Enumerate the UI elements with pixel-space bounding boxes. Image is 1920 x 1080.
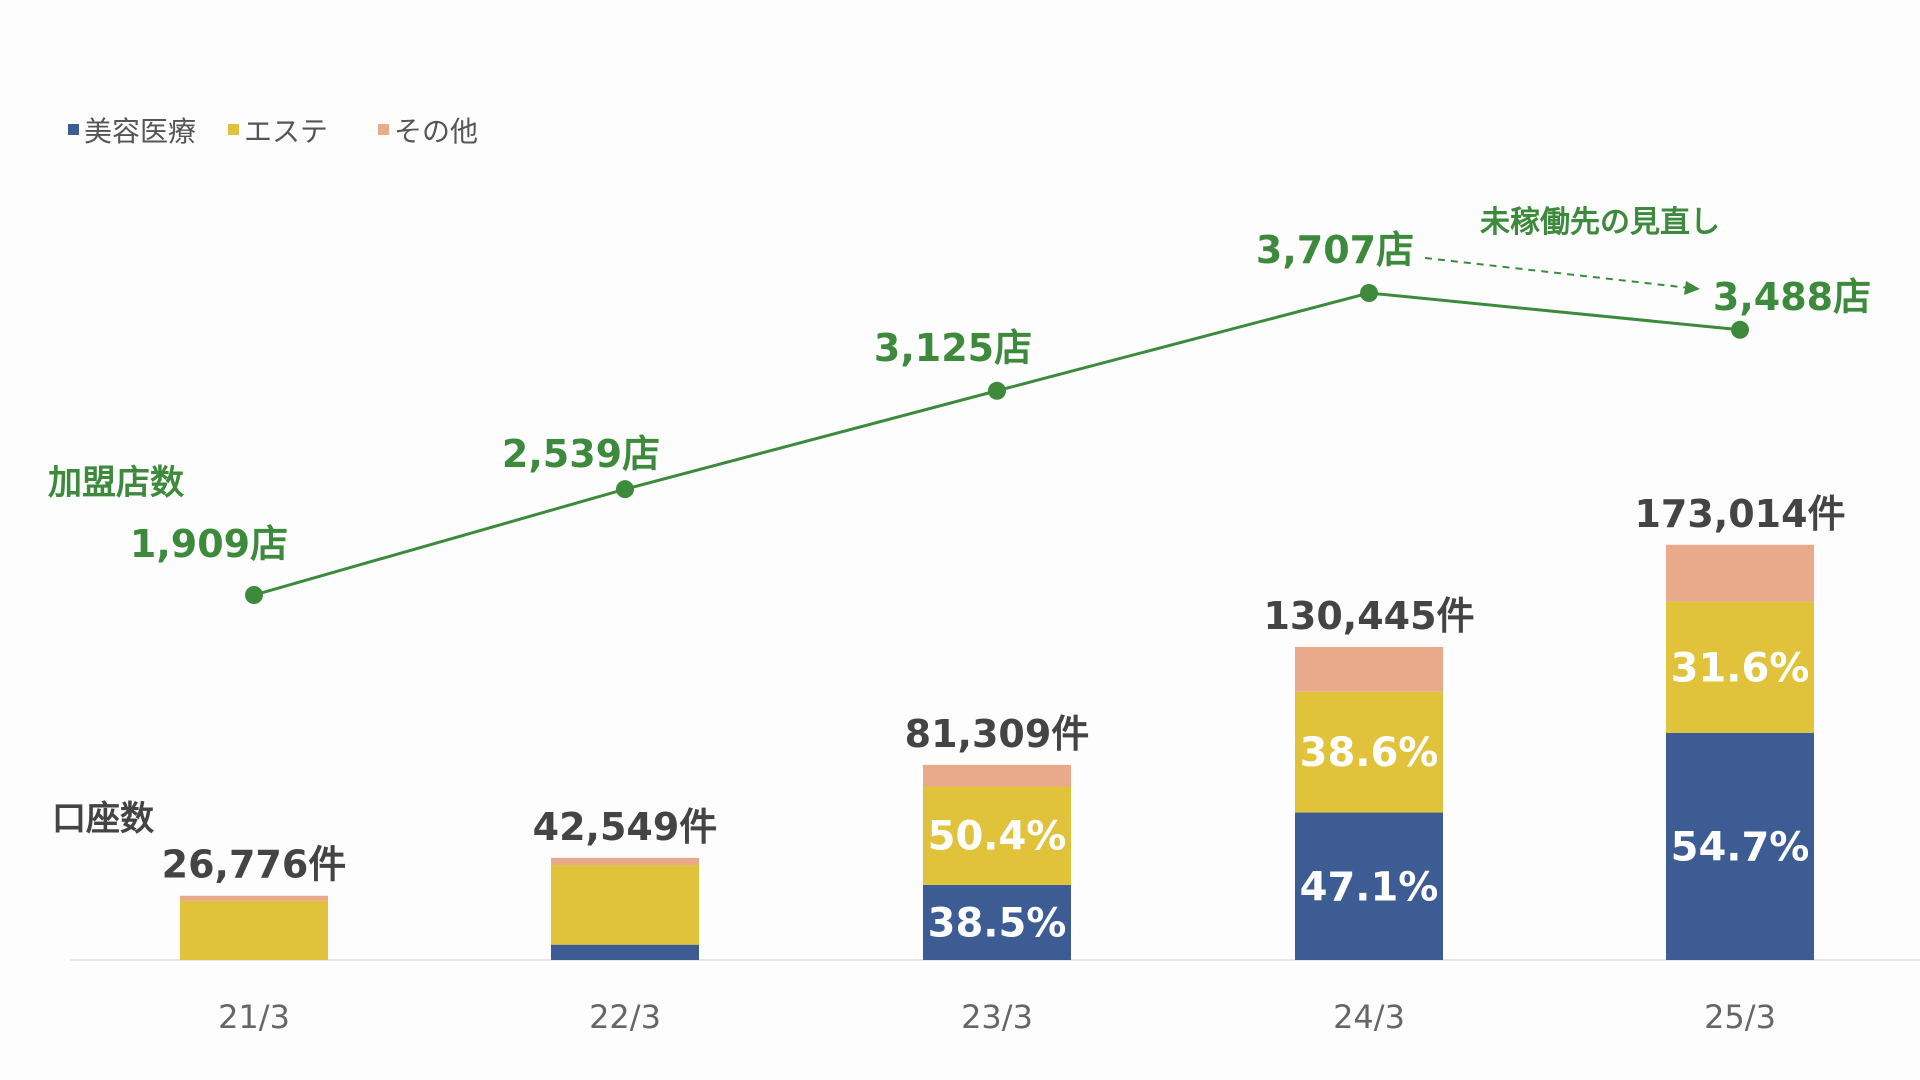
total-label-22-3: 42,549件 xyxy=(533,805,718,849)
bar-25-3-series-1 xyxy=(1666,601,1814,733)
annotation-arrow xyxy=(1424,257,1691,289)
x-tick-23-3: 23/3 xyxy=(961,998,1033,1036)
store-point-1 xyxy=(616,480,634,499)
legend-0-label: 美容医療 xyxy=(84,115,196,148)
bar-25-3-series-0 xyxy=(1666,732,1814,960)
total-label-24-3: 130,445件 xyxy=(1263,594,1474,638)
bar-23-3-series-2 xyxy=(923,764,1071,787)
bar-24-3-series-1 xyxy=(1295,691,1443,813)
store-label-1: 2,539店 xyxy=(502,432,660,476)
legend-2-swatch xyxy=(378,124,389,135)
legend-2-label: その他 xyxy=(394,115,478,148)
annotation-arrowhead xyxy=(1684,281,1700,295)
x-tick-21-3: 21/3 xyxy=(218,998,290,1036)
x-axis-ticks: 21/3 22/3 23/3 24/3 25/3 xyxy=(218,998,1776,1036)
bar-24-3-series-2 xyxy=(1295,646,1443,692)
bar-22-3-series-1 xyxy=(551,865,699,945)
percent-label-3: 38.6% xyxy=(1300,730,1439,776)
store-point-2 xyxy=(988,381,1006,400)
store-point-0 xyxy=(245,586,263,604)
bar-22-3-series-2 xyxy=(551,857,699,866)
store-point-4 xyxy=(1731,320,1749,339)
store-point-3 xyxy=(1360,284,1378,302)
percent-label-0: 38.5% xyxy=(928,900,1067,946)
line-axis-label: 加盟店数 xyxy=(48,463,184,503)
bar-25-3-series-2 xyxy=(1666,544,1814,602)
store-label-0: 1,909店 xyxy=(130,522,288,566)
bar-labels: 26,776件 42,549件 81,309件 130,445件 173,014件 38.… xyxy=(162,492,1846,947)
bar-22-3-series-0 xyxy=(551,944,699,960)
store-label-3: 3,707店 xyxy=(1256,228,1414,272)
percent-label-5: 31.6% xyxy=(1671,645,1810,691)
bar-21-3-series-2 xyxy=(180,895,328,901)
legend-0-swatch xyxy=(68,124,79,135)
percent-label-2: 47.1% xyxy=(1300,864,1439,910)
bar-24-3-series-0 xyxy=(1295,812,1443,960)
store-label-4: 3,488店 xyxy=(1713,275,1871,319)
bars xyxy=(180,544,1814,960)
bar-23-3-series-1 xyxy=(923,786,1071,885)
total-label-23-3: 81,309件 xyxy=(905,712,1090,756)
legend: 美容医療 エステ その他 xyxy=(68,115,478,148)
bar-axis-label: 口座数 xyxy=(52,799,154,839)
annotation-text: 未稼働先の見直し xyxy=(1480,205,1720,240)
legend-1-swatch xyxy=(228,124,239,135)
percent-label-4: 54.7% xyxy=(1671,824,1810,870)
x-tick-22-3: 22/3 xyxy=(589,998,661,1036)
legend-1-label: エステ xyxy=(244,115,328,148)
store-count-line: 1,909店 2,539店 3,125店 3,707店 3,488店 xyxy=(130,228,1871,604)
x-tick-25-3: 25/3 xyxy=(1704,998,1776,1036)
percent-label-1: 50.4% xyxy=(928,814,1067,860)
bar-21-3-series-1 xyxy=(180,900,328,960)
x-tick-24-3: 24/3 xyxy=(1333,998,1405,1036)
total-label-21-3: 26,776件 xyxy=(162,843,347,887)
store-label-2: 3,125店 xyxy=(874,326,1032,370)
bar-23-3-series-0 xyxy=(923,884,1071,960)
annotation: 未稼働先の見直し xyxy=(1424,205,1720,295)
total-label-25-3: 173,014件 xyxy=(1634,492,1845,536)
